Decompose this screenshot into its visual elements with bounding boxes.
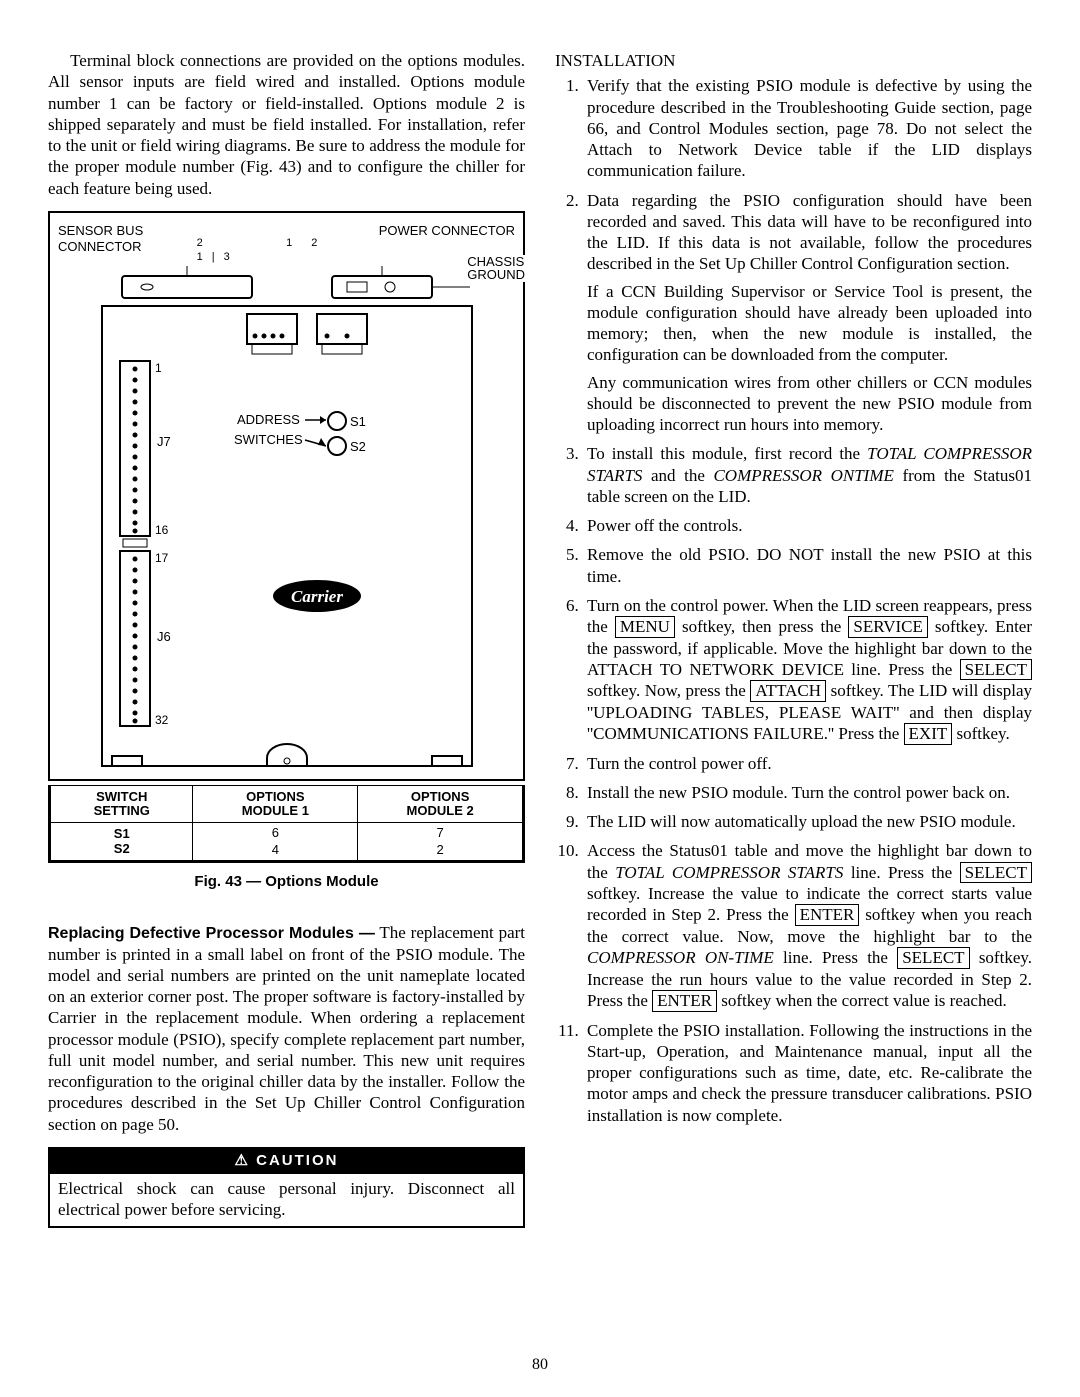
svg-text:SWITCHES: SWITCHES <box>234 432 303 447</box>
select-softkey-3: SELECT <box>897 947 969 969</box>
svg-text:1: 1 <box>155 361 162 375</box>
svg-text:J7: J7 <box>157 434 171 449</box>
installation-steps: Verify that the existing PSIO module is … <box>555 75 1032 1126</box>
step-6: Turn on the control power. When the LID … <box>583 595 1032 745</box>
installation-heading: INSTALLATION <box>555 50 1032 71</box>
step-10: Access the Status01 table and move the h… <box>583 840 1032 1011</box>
table-row: S1S2 64 72 <box>51 823 523 861</box>
svg-text:32: 32 <box>155 713 169 727</box>
step-11: Complete the PSIO installation. Followin… <box>583 1020 1032 1126</box>
menu-softkey: MENU <box>615 616 675 638</box>
sensor-bus-label: SENSOR BUSCONNECTOR <box>58 223 143 265</box>
replace-heading: Replacing Defective Processor Modules — <box>48 925 375 942</box>
svg-text:Carrier: Carrier <box>291 587 343 606</box>
caution-box: ⚠ CAUTION Electrical shock can cause per… <box>48 1147 525 1228</box>
attach-softkey: ATTACH <box>750 680 826 702</box>
page-number: 80 <box>0 1355 1080 1375</box>
top-nums-b: 1 2 <box>286 237 325 265</box>
intro-paragraph: Terminal block connections are provided … <box>48 50 525 199</box>
step-5: Remove the old PSIO. DO NOT install the … <box>583 544 1032 587</box>
step-2: Data regarding the PSIO configuration sh… <box>583 190 1032 436</box>
step-7: Turn the control power off. <box>583 753 1032 774</box>
top-nums-a: 21 | 3 <box>197 237 233 265</box>
svg-text:17: 17 <box>155 551 169 565</box>
step-9: The LID will now automatically upload th… <box>583 811 1032 832</box>
caution-header: ⚠ CAUTION <box>50 1149 523 1174</box>
page: Terminal block connections are provided … <box>48 50 1032 1228</box>
step-2c: Any communication wires from other chill… <box>587 372 1032 436</box>
service-softkey: SERVICE <box>848 616 927 638</box>
left-column: Terminal block connections are provided … <box>48 50 525 1228</box>
enter-softkey-2: ENTER <box>652 990 717 1012</box>
select-softkey-2: SELECT <box>960 862 1032 884</box>
svg-text:S1: S1 <box>350 414 366 429</box>
caution-body: Electrical shock can cause personal inju… <box>50 1174 523 1227</box>
svg-text:ADDRESS: ADDRESS <box>237 412 300 427</box>
step-2b: If a CCN Building Supervisor or Service … <box>587 281 1032 366</box>
options-table: SWITCHSETTING OPTIONSMODULE 1 OPTIONSMOD… <box>48 785 525 863</box>
figure-caption: Fig. 43 — Options Module <box>48 873 525 892</box>
step-1: Verify that the existing PSIO module is … <box>583 75 1032 181</box>
chassis-ground-label: CHASSISGROUND <box>463 255 525 282</box>
right-column: INSTALLATION Verify that the existing PS… <box>555 50 1032 1228</box>
figure-43: SENSOR BUSCONNECTOR 21 | 3 1 2 POWER CON… <box>48 211 525 781</box>
step-3: To install this module, first record the… <box>583 443 1032 507</box>
replace-paragraph: Replacing Defective Processor Modules — … <box>48 922 525 1135</box>
th-mod1: OPTIONSMODULE 1 <box>193 785 358 823</box>
select-softkey: SELECT <box>960 659 1032 681</box>
module-diagram: 1 16 17 32 J7 J6 S1 S2 ADDRESS SWITCHES <box>92 266 482 776</box>
th-switch: SWITCHSETTING <box>51 785 193 823</box>
enter-softkey: ENTER <box>795 904 860 926</box>
svg-text:16: 16 <box>155 523 169 537</box>
th-mod2: OPTIONSMODULE 2 <box>358 785 523 823</box>
svg-text:S2: S2 <box>350 439 366 454</box>
step-8: Install the new PSIO module. Turn the co… <box>583 782 1032 803</box>
warning-icon: ⚠ <box>235 1152 250 1169</box>
step-4: Power off the controls. <box>583 515 1032 536</box>
exit-softkey: EXIT <box>904 723 953 745</box>
svg-text:J6: J6 <box>157 629 171 644</box>
